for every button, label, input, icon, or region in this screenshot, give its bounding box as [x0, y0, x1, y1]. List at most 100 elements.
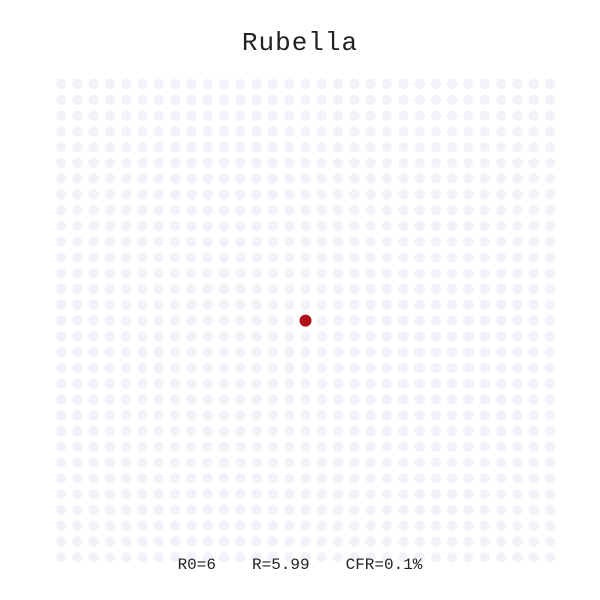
- susceptible-dot: [137, 236, 148, 247]
- susceptible-dot: [414, 299, 425, 310]
- susceptible-dot: [137, 94, 148, 106]
- susceptible-dot: [398, 425, 409, 437]
- susceptible-dot: [235, 157, 246, 169]
- susceptible-dot: [267, 362, 279, 374]
- susceptible-dot: [398, 299, 409, 310]
- susceptible-dot: [381, 173, 393, 184]
- susceptible-dot: [349, 473, 360, 484]
- susceptible-dot: [55, 346, 67, 358]
- susceptible-dot: [284, 252, 295, 263]
- susceptible-dot: [104, 331, 116, 342]
- susceptible-dot: [267, 425, 279, 437]
- susceptible-dot: [512, 410, 523, 421]
- susceptible-dot: [463, 362, 474, 374]
- susceptible-dot: [381, 394, 393, 405]
- susceptible-dot: [235, 552, 246, 563]
- susceptible-dot: [284, 173, 295, 184]
- susceptible-dot: [235, 441, 246, 452]
- susceptible-dot: [430, 157, 442, 169]
- susceptible-dot: [267, 552, 279, 563]
- susceptible-dot: [104, 189, 116, 200]
- susceptible-dot: [72, 410, 83, 421]
- susceptible-dot: [463, 78, 474, 90]
- susceptible-dot: [430, 473, 442, 484]
- susceptible-dot: [316, 536, 327, 547]
- susceptible-dot: [104, 110, 116, 121]
- susceptible-dot: [267, 205, 279, 216]
- susceptible-dot: [447, 78, 458, 90]
- susceptible-dot: [153, 410, 164, 421]
- susceptible-dot: [284, 110, 295, 121]
- susceptible-dot: [55, 299, 67, 310]
- susceptible-dot: [104, 552, 116, 563]
- susceptible-dot: [104, 78, 116, 90]
- susceptible-dot: [137, 283, 148, 295]
- susceptible-dot: [316, 299, 327, 310]
- susceptible-dot: [365, 331, 376, 342]
- susceptible-dot: [153, 520, 164, 531]
- susceptible-dot: [365, 425, 376, 437]
- susceptible-dot: [104, 488, 116, 500]
- susceptible-dot: [284, 189, 295, 200]
- susceptible-dot: [186, 425, 197, 437]
- susceptible-dot: [202, 425, 213, 437]
- susceptible-dot: [463, 457, 474, 468]
- susceptible-dot: [300, 173, 311, 184]
- susceptible-dot: [479, 394, 490, 405]
- susceptible-dot: [398, 552, 409, 563]
- susceptible-dot: [430, 94, 442, 106]
- susceptible-dot: [414, 441, 425, 452]
- susceptible-dot: [137, 536, 148, 547]
- susceptible-dot: [72, 110, 83, 121]
- susceptible-dot: [349, 173, 360, 184]
- susceptible-dot: [332, 268, 344, 279]
- susceptible-dot: [121, 441, 132, 452]
- susceptible-dot: [72, 126, 83, 137]
- susceptible-dot: [414, 220, 425, 232]
- susceptible-dot: [398, 473, 409, 484]
- susceptible-dot: [495, 236, 507, 247]
- susceptible-dot: [414, 362, 425, 374]
- susceptible-dot: [186, 268, 197, 279]
- susceptible-dot: [137, 425, 148, 437]
- susceptible-dot: [447, 346, 458, 358]
- susceptible-dot: [186, 410, 197, 421]
- susceptible-dot: [235, 536, 246, 547]
- susceptible-dot: [430, 315, 442, 326]
- susceptible-dot: [414, 552, 425, 563]
- r0-value: R0=6: [177, 556, 216, 574]
- susceptible-dot: [169, 457, 181, 468]
- susceptible-dot: [267, 110, 279, 121]
- susceptible-dot: [316, 394, 327, 405]
- susceptible-dot: [55, 220, 67, 232]
- susceptible-dot: [463, 205, 474, 216]
- susceptible-dot: [528, 157, 539, 169]
- susceptible-dot: [381, 110, 393, 121]
- susceptible-dot: [55, 504, 67, 516]
- susceptible-dot: [267, 126, 279, 137]
- susceptible-dot: [235, 189, 246, 200]
- susceptible-dot: [284, 488, 295, 500]
- susceptible-dot: [495, 394, 507, 405]
- susceptible-dot: [495, 362, 507, 374]
- susceptible-dot: [235, 268, 246, 279]
- susceptible-dot: [365, 205, 376, 216]
- susceptible-dot: [169, 236, 181, 247]
- susceptible-dot: [544, 110, 556, 121]
- susceptible-dot: [284, 205, 295, 216]
- susceptible-dot: [430, 362, 442, 374]
- susceptible-dot: [332, 331, 344, 342]
- susceptible-dot: [365, 504, 376, 516]
- susceptible-dot: [479, 110, 490, 121]
- susceptible-dot: [381, 488, 393, 500]
- susceptible-dot: [544, 126, 556, 137]
- susceptible-dot: [153, 299, 164, 310]
- susceptible-dot: [267, 394, 279, 405]
- susceptible-dot: [430, 205, 442, 216]
- susceptible-dot: [512, 378, 523, 389]
- susceptible-dot: [169, 362, 181, 374]
- cfr-value: CFR=0.1%: [345, 556, 423, 574]
- susceptible-dot: [349, 504, 360, 516]
- susceptible-dot: [267, 520, 279, 531]
- susceptible-dot: [186, 331, 197, 342]
